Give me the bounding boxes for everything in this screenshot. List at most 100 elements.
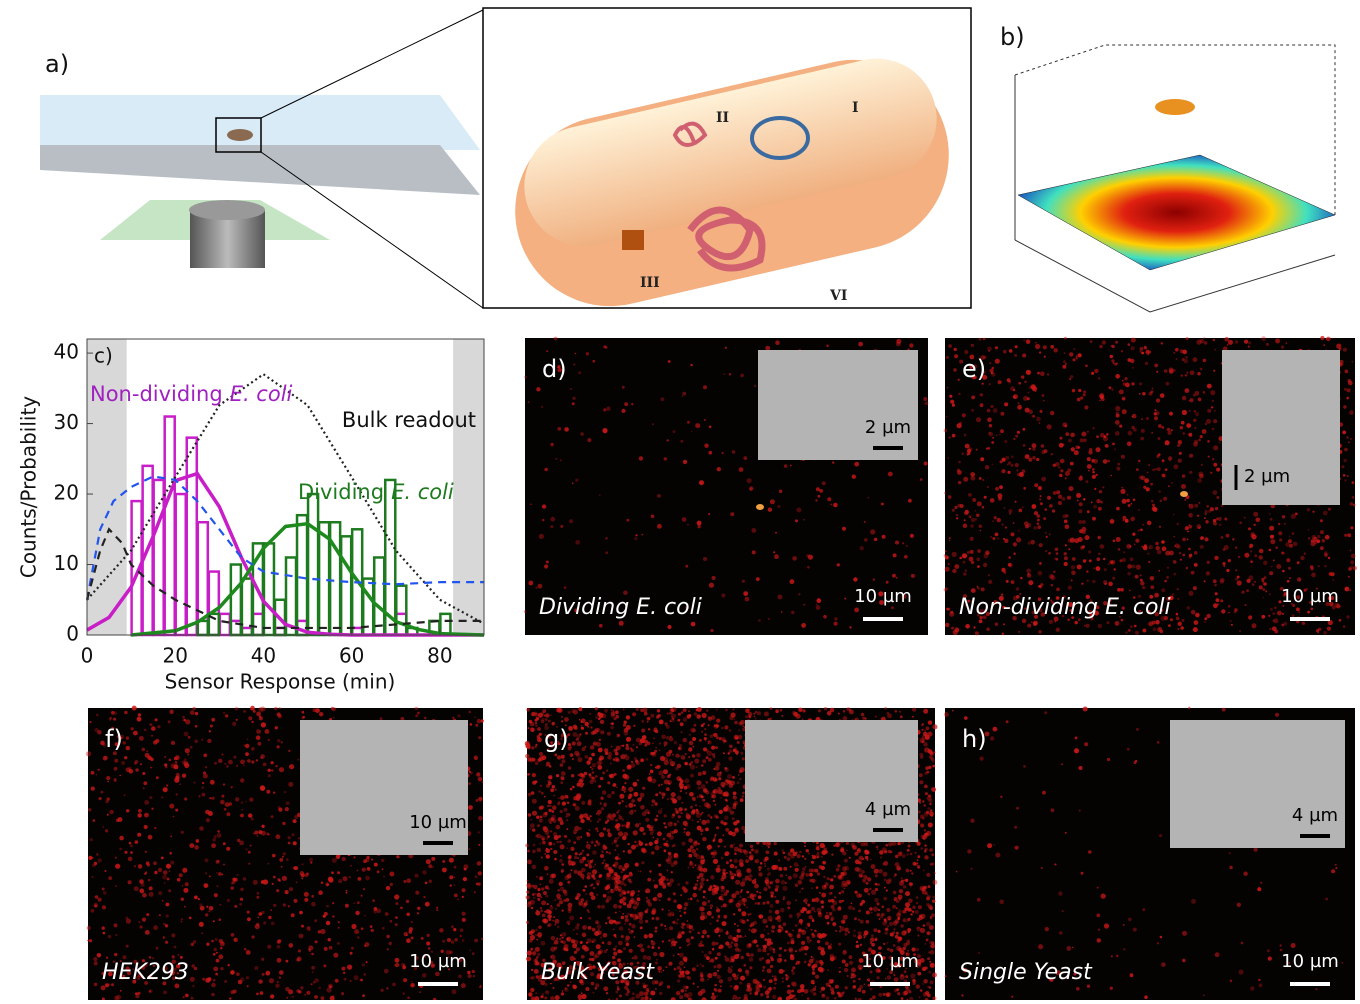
fluorescence-speckle (1113, 540, 1116, 543)
fluorescence-speckle (652, 917, 655, 920)
fluorescence-speckle (691, 849, 696, 854)
fluorescence-speckle (537, 932, 542, 937)
fluorescence-speckle (751, 528, 756, 533)
fluorescence-speckle (1195, 445, 1197, 447)
fluorescence-speckle (1158, 453, 1161, 456)
fluorescence-speckle (586, 352, 589, 355)
fluorescence-speckle (830, 504, 832, 506)
fluorescence-speckle (539, 819, 543, 823)
fluorescence-speckle (948, 495, 952, 499)
fluorescence-speckle (301, 873, 305, 877)
scale-label: 10 µm (1281, 586, 1339, 607)
fluorescence-speckle (654, 818, 657, 821)
fluorescence-speckle (261, 825, 264, 828)
fluorescence-speckle (734, 859, 738, 863)
fluorescence-speckle (977, 586, 979, 588)
fluorescence-speckle (449, 875, 453, 879)
fluorescence-speckle (1173, 560, 1177, 564)
fluorescence-speckle (461, 983, 466, 988)
fluorescence-speckle (474, 891, 476, 893)
fluorescence-speckle (205, 913, 208, 916)
fluorescence-speckle (1167, 428, 1171, 432)
fluorescence-speckle (755, 711, 757, 713)
fluorescence-speckle (633, 906, 637, 910)
fluorescence-speckle (462, 912, 466, 916)
fluorescence-speckle (993, 408, 998, 413)
fluorescence-speckle (428, 947, 430, 949)
fluorescence-speckle (659, 952, 664, 957)
fluorescence-speckle (777, 505, 780, 508)
fluorescence-speckle (419, 991, 421, 993)
fluorescence-speckle (586, 854, 589, 857)
fluorescence-speckle (634, 804, 636, 806)
fluorescence-speckle (171, 763, 176, 768)
fluorescence-speckle (194, 845, 199, 850)
fluorescence-speckle (151, 735, 153, 737)
fluorescence-speckle (582, 994, 587, 999)
fluorescence-speckle (350, 980, 352, 982)
fluorescence-speckle (1178, 622, 1182, 626)
fluorescence-speckle (1107, 621, 1110, 624)
fluorescence-speckle (999, 434, 1001, 436)
fluorescence-speckle (284, 791, 286, 793)
fluorescence-speckle (253, 710, 256, 713)
fluorescence-speckle (949, 395, 952, 398)
fluorescence-speckle (179, 784, 181, 786)
fluorescence-speckle (956, 514, 958, 516)
fluorescence-speckle (587, 842, 589, 844)
fluorescence-speckle (717, 467, 721, 471)
fluorescence-speckle (436, 909, 438, 911)
fluorescence-speckle (1169, 412, 1173, 416)
fluorescence-speckle (142, 918, 146, 922)
fluorescence-speckle (931, 941, 934, 944)
fluorescence-speckle (153, 925, 158, 930)
fluorescence-speckle (475, 875, 478, 878)
fluorescence-speckle (1176, 617, 1180, 621)
fluorescence-speckle (1194, 620, 1199, 625)
fluorescence-speckle (1108, 582, 1113, 587)
fluorescence-speckle (1332, 579, 1334, 581)
fluorescence-speckle (102, 826, 104, 828)
fluorescence-speckle (600, 854, 604, 858)
fluorescence-speckle (279, 858, 283, 862)
fluorescence-speckle (784, 949, 787, 952)
fluorescence-speckle (1252, 534, 1257, 539)
fluorescence-speckle (636, 738, 641, 743)
fluorescence-speckle (701, 820, 706, 825)
fluorescence-speckle (1005, 456, 1009, 460)
fluorescence-speckle (749, 486, 753, 490)
fluorescence-speckle (997, 518, 1001, 522)
fluorescence-speckle (845, 963, 849, 967)
fluorescence-speckle (301, 925, 304, 928)
fluorescence-speckle (708, 758, 712, 762)
fluorescence-speckle (1008, 509, 1012, 513)
fluorescence-speckle (469, 949, 471, 951)
fluorescence-speckle (435, 972, 440, 977)
fluorescence-speckle (950, 611, 953, 614)
fluorescence-speckle (277, 945, 281, 949)
fluorescence-speckle (1347, 388, 1351, 392)
fluorescence-speckle (1071, 565, 1075, 569)
fluorescence-speckle (1127, 572, 1131, 576)
fluorescence-speckle (1282, 570, 1285, 573)
fluorescence-speckle (1004, 507, 1006, 509)
fluorescence-speckle (270, 994, 274, 998)
fluorescence-speckle (1078, 537, 1083, 542)
fluorescence-speckle (1215, 507, 1218, 510)
fluorescence-speckle (357, 936, 359, 938)
fluorescence-speckle (666, 840, 668, 842)
fluorescence-speckle (897, 842, 901, 846)
fluorescence-speckle (846, 842, 849, 845)
fluorescence-speckle (429, 880, 432, 883)
fluorescence-speckle (1040, 410, 1043, 413)
fluorescence-speckle (605, 537, 607, 539)
fluorescence-speckle (288, 905, 290, 907)
fluorescence-speckle (561, 716, 563, 718)
fluorescence-speckle (679, 995, 683, 999)
fluorescence-speckle (854, 608, 859, 613)
fluorescence-speckle (181, 918, 183, 920)
fluorescence-speckle (694, 712, 698, 716)
fluorescence-speckle (1115, 431, 1120, 436)
fluorescence-speckle (1133, 428, 1137, 432)
fluorescence-speckle (191, 997, 194, 1000)
